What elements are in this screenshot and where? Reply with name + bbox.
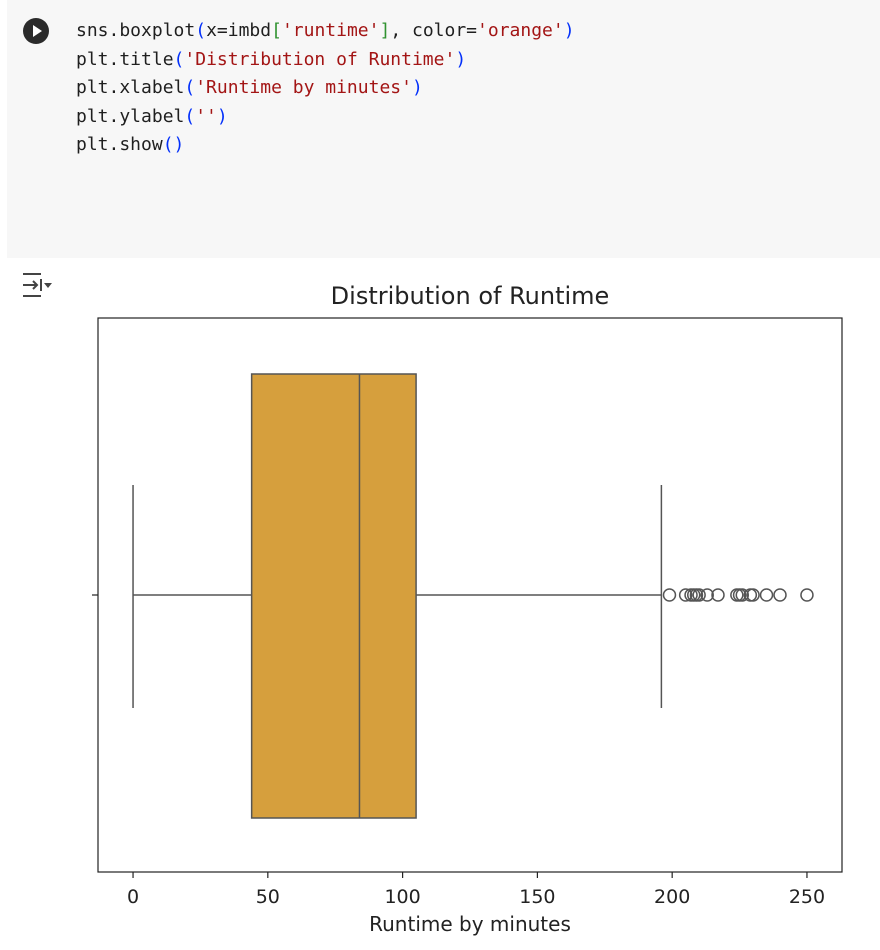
code-token: (: [184, 77, 196, 98]
code-token: '': [195, 105, 217, 127]
code-token: ): [216, 105, 228, 127]
code-token: ): [411, 77, 423, 98]
boxplot-figure: Distribution of Runtime 0 50 100 150 200 250 Ru…: [92, 282, 843, 936]
output-collapse-icon: [23, 273, 52, 297]
code-line: plt.title('Distribution of Runtime'): [76, 46, 575, 75]
x-tick-label: 50: [256, 886, 280, 908]
x-tick-label: 100: [384, 886, 420, 908]
outlier-point: [759, 588, 774, 602]
code-token: (: [184, 105, 196, 127]
code-token: plt.xlabel: [76, 77, 185, 98]
code-token: , color=: [390, 20, 478, 41]
chart-title: Distribution of Runtime: [331, 282, 610, 310]
iqr-box: [250, 373, 417, 819]
outlier-point: [692, 588, 706, 602]
code-token: 'Distribution of Runtime': [184, 48, 456, 70]
code-token: sns.boxplot: [76, 20, 196, 41]
code-line: sns.boxplot(x=imbd['runtime'], color='or…: [76, 17, 575, 46]
code-token: (): [162, 134, 185, 155]
outlier-point: [700, 588, 714, 602]
code-line: plt.ylabel(''): [76, 103, 575, 132]
x-tick-label: 250: [789, 886, 825, 908]
run-cell-button[interactable]: [23, 18, 49, 44]
code-cell[interactable]: [7, 0, 880, 258]
outlier-point: [773, 588, 787, 602]
outlier-point: [735, 588, 750, 602]
code-token: (: [195, 20, 207, 41]
outlier-point: [662, 588, 677, 602]
code-token: 'runtime': [281, 20, 380, 41]
outlier-point: [746, 588, 760, 602]
outlier-point: [800, 588, 814, 602]
code-token: ]: [379, 20, 391, 41]
code-token: plt.ylabel: [76, 105, 185, 127]
x-tick-label: 200: [654, 886, 690, 908]
x-tick-label: 150: [519, 886, 555, 908]
code-token: plt.title: [76, 48, 174, 70]
code-token: (: [173, 48, 185, 70]
x-axis-label: Runtime by minutes: [369, 912, 571, 936]
code-token: ): [455, 48, 467, 70]
code-line: plt.xlabel('Runtime by minutes'): [76, 74, 575, 103]
code-token: 'Runtime by minutes': [195, 77, 412, 98]
code-line: plt.show(): [76, 131, 575, 160]
code-token: plt.show: [76, 134, 163, 155]
code-token: [: [271, 20, 282, 41]
outlier-point: [711, 588, 725, 602]
code-editor[interactable]: sns.boxplot(x=imbd['runtime'], color='or…: [76, 17, 575, 160]
outlier-point: [678, 588, 693, 602]
code-token: ): [563, 20, 575, 41]
output-toggle-button[interactable]: [20, 270, 54, 300]
code-token: x=imbd: [206, 20, 272, 41]
code-token: 'orange': [477, 20, 564, 41]
play-icon: [33, 25, 42, 37]
x-tick-label: 0: [127, 886, 139, 908]
